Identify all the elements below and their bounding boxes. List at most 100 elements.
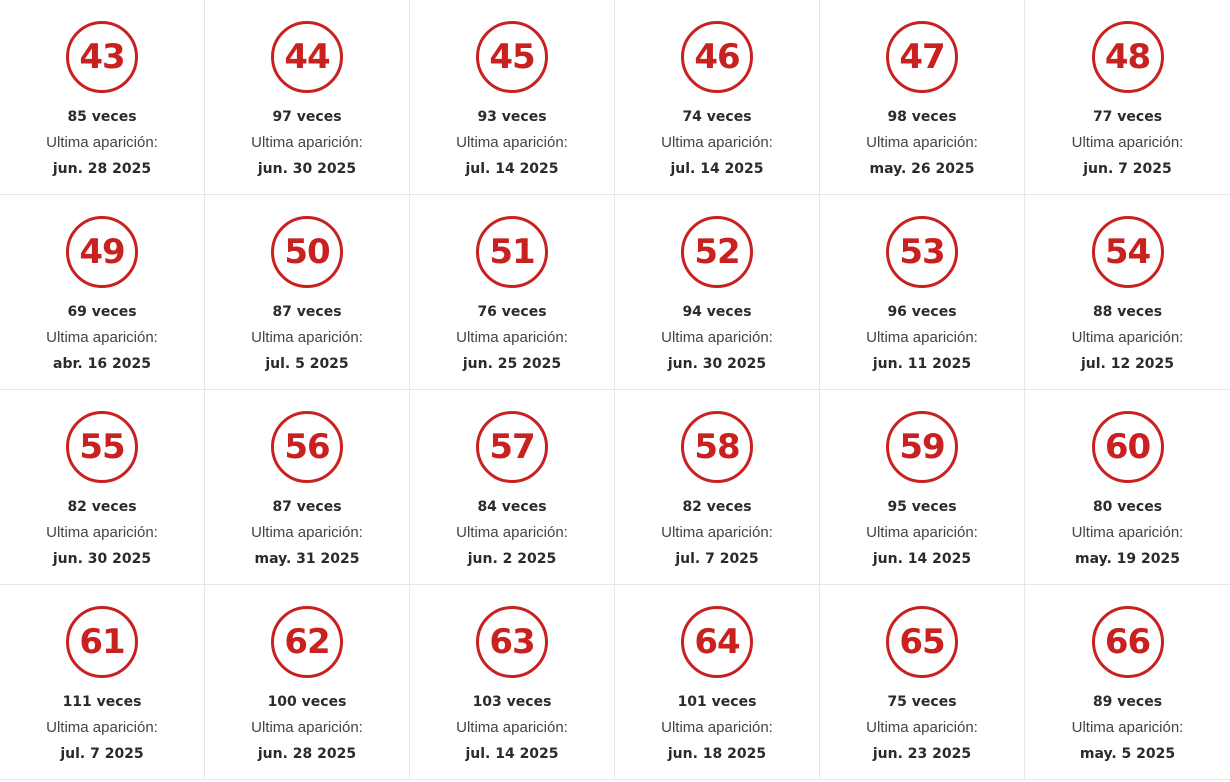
number-card: 59 95 veces Ultima aparición: jun. 14 2025 [820,390,1025,585]
last-appearance-label: Ultima aparición: [251,719,363,736]
frequency-count: 88 veces [1092,304,1163,320]
number-ball: 56 [271,411,343,483]
last-appearance-label: Ultima aparición: [456,524,568,541]
last-appearance-date: jul. 14 2025 [465,746,559,762]
number-ball: 66 [1091,606,1164,678]
number-card: 51 76 veces Ultima aparición: jun. 25 2025 [410,195,615,390]
frequency-count: 84 veces [477,499,547,515]
number-ball: 61 [66,606,138,678]
number-ball: 62 [271,606,343,678]
last-appearance-date: jun. 11 2025 [872,356,972,372]
last-appearance-date: jul. 7 2025 [675,551,759,567]
last-appearance-date: jul. 14 2025 [465,161,559,177]
last-appearance-date: jun. 28 2025 [52,161,152,177]
last-appearance-date: jun. 2 2025 [467,551,557,567]
number-ball: 58 [681,411,753,483]
frequency-count: 75 veces [887,694,957,710]
frequency-count: 80 veces [1092,499,1163,515]
last-appearance-date: jun. 7 2025 [1083,161,1172,177]
last-appearance-date: may. 19 2025 [1075,551,1180,567]
frequency-count: 111 veces [62,694,142,710]
number-ball: 44 [271,21,343,93]
number-card: 66 89 veces Ultima aparición: may. 5 2025 [1025,585,1230,780]
last-appearance-date: may. 26 2025 [869,161,975,177]
last-appearance-label: Ultima aparición: [661,134,773,151]
last-appearance-date: abr. 16 2025 [53,356,151,372]
number-ball: 47 [886,21,958,93]
number-ball: 53 [886,216,958,288]
frequency-count: 96 veces [887,304,957,320]
number-ball: 51 [476,216,548,288]
last-appearance-label: Ultima aparición: [46,134,158,151]
number-card: 47 98 veces Ultima aparición: may. 26 2025 [820,0,1025,195]
number-ball: 54 [1091,216,1164,288]
frequency-count: 95 veces [887,499,957,515]
frequency-count: 82 veces [682,499,752,515]
number-card: 43 85 veces Ultima aparición: jun. 28 2025 [0,0,205,195]
last-appearance-label: Ultima aparición: [1071,134,1184,151]
number-card: 54 88 veces Ultima aparición: jul. 12 2025 [1025,195,1230,390]
number-card: 46 74 veces Ultima aparición: jul. 14 2025 [615,0,820,195]
number-card: 60 80 veces Ultima aparición: may. 19 2025 [1025,390,1230,585]
frequency-count: 74 veces [682,109,752,125]
frequency-count: 93 veces [477,109,547,125]
number-ball: 55 [66,411,138,483]
last-appearance-date: jun. 30 2025 [257,161,357,177]
last-appearance-label: Ultima aparición: [456,329,568,346]
last-appearance-label: Ultima aparición: [866,719,978,736]
number-ball: 49 [66,216,138,288]
number-card: 64 101 veces Ultima aparición: jun. 18 2025 [615,585,820,780]
last-appearance-date: jun. 25 2025 [462,356,562,372]
number-ball: 64 [681,606,753,678]
frequency-count: 94 veces [682,304,752,320]
last-appearance-label: Ultima aparición: [46,524,158,541]
last-appearance-date: jun. 18 2025 [667,746,767,762]
last-appearance-date: jul. 7 2025 [60,746,144,762]
number-card: 44 97 veces Ultima aparición: jun. 30 2025 [205,0,410,195]
last-appearance-date: jun. 28 2025 [257,746,357,762]
last-appearance-date: jun. 30 2025 [667,356,767,372]
number-card: 50 87 veces Ultima aparición: jul. 5 2025 [205,195,410,390]
last-appearance-date: jun. 14 2025 [872,551,972,567]
number-card: 49 69 veces Ultima aparición: abr. 16 2025 [0,195,205,390]
frequency-count: 101 veces [677,694,757,710]
frequency-count: 85 veces [67,109,137,125]
number-card: 58 82 veces Ultima aparición: jul. 7 2025 [615,390,820,585]
number-card: 45 93 veces Ultima aparición: jul. 14 2025 [410,0,615,195]
number-card: 52 94 veces Ultima aparición: jun. 30 2025 [615,195,820,390]
frequency-count: 100 veces [267,694,347,710]
number-ball: 57 [476,411,548,483]
frequency-count: 76 veces [477,304,547,320]
frequency-count: 87 veces [272,304,342,320]
number-card: 56 87 veces Ultima aparición: may. 31 2025 [205,390,410,585]
number-card: 61 111 veces Ultima aparición: jul. 7 2025 [0,585,205,780]
last-appearance-date: jul. 12 2025 [1080,356,1175,372]
number-ball: 60 [1091,411,1164,483]
number-ball: 52 [681,216,753,288]
number-ball: 48 [1091,21,1164,93]
frequency-count: 98 veces [887,109,957,125]
last-appearance-label: Ultima aparición: [1071,524,1184,541]
frequency-count: 97 veces [272,109,342,125]
frequency-count: 89 veces [1092,694,1163,710]
last-appearance-label: Ultima aparición: [1071,719,1184,736]
last-appearance-date: jul. 5 2025 [265,356,349,372]
last-appearance-label: Ultima aparición: [661,329,773,346]
last-appearance-label: Ultima aparición: [866,329,978,346]
number-card: 63 103 veces Ultima aparición: jul. 14 2025 [410,585,615,780]
number-ball: 63 [476,606,548,678]
number-ball: 65 [886,606,958,678]
number-card: 62 100 veces Ultima aparición: jun. 28 2025 [205,585,410,780]
last-appearance-label: Ultima aparición: [251,524,363,541]
last-appearance-label: Ultima aparición: [661,524,773,541]
last-appearance-label: Ultima aparición: [1071,329,1184,346]
last-appearance-date: may. 5 2025 [1079,746,1176,762]
frequency-count: 77 veces [1092,109,1163,125]
frequency-count: 69 veces [67,304,137,320]
number-card: 65 75 veces Ultima aparición: jun. 23 2025 [820,585,1025,780]
last-appearance-date: jun. 30 2025 [52,551,152,567]
last-appearance-label: Ultima aparición: [456,719,568,736]
last-appearance-label: Ultima aparición: [661,719,773,736]
number-ball: 45 [476,21,548,93]
